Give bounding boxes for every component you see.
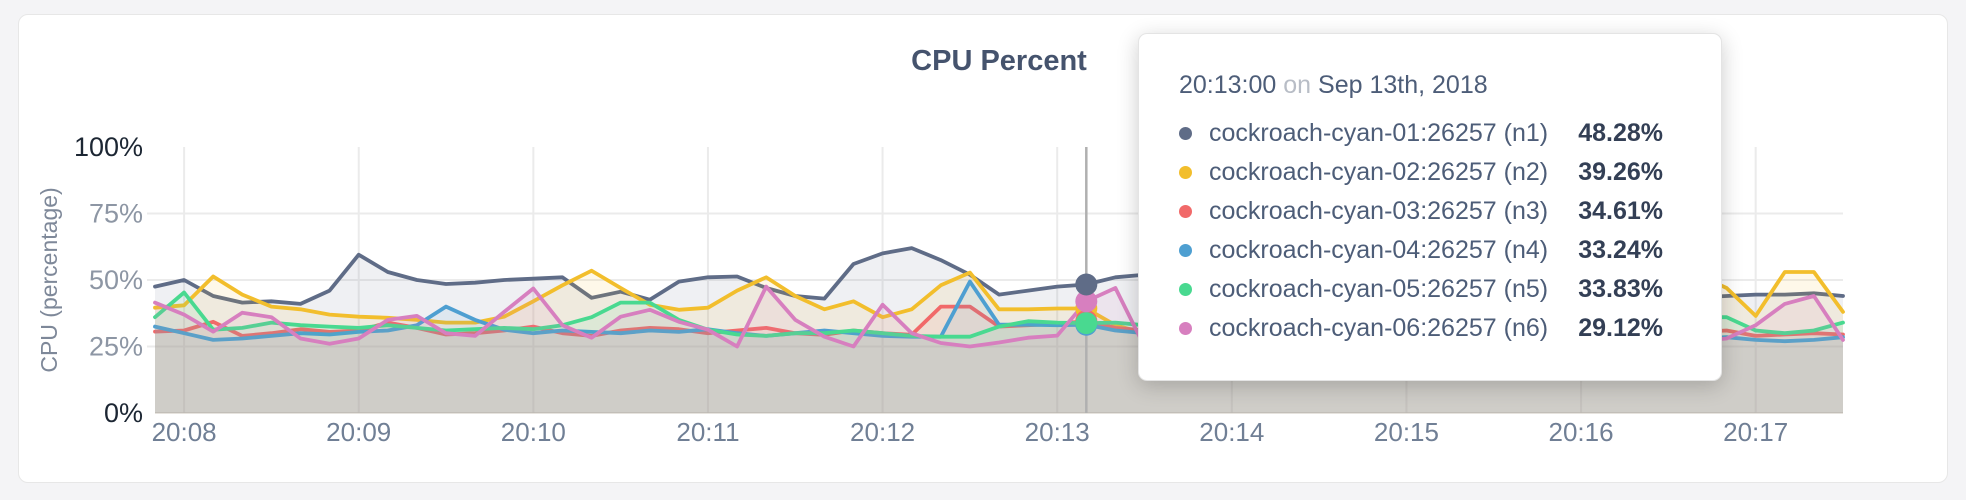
hover-dot-n6 [1075, 290, 1098, 313]
x-tick-label: 20:11 [676, 417, 739, 447]
tooltip-time: 20:13:00 [1179, 71, 1277, 99]
tooltip-series-name: cockroach-cyan-02:26257 (n2) [1209, 158, 1549, 186]
series-color-dot-icon [1179, 322, 1192, 335]
tooltip-series-name: cockroach-cyan-01:26257 (n1) [1209, 119, 1549, 147]
tooltip-row: cockroach-cyan-06:26257 (n6) 29.12% [1179, 309, 1663, 348]
hover-layer [1075, 147, 1098, 413]
x-tick-label: 20:13 [1025, 417, 1090, 447]
chart-title: CPU Percent [911, 45, 1087, 77]
y-tick-label: 25% [89, 332, 143, 362]
tooltip-series-name: cockroach-cyan-04:26257 (n4) [1209, 236, 1549, 264]
hover-dot-n1 [1075, 273, 1098, 296]
y-tick-label: 0% [104, 398, 143, 428]
x-tick-label: 20:10 [501, 417, 566, 447]
tooltip-row: cockroach-cyan-05:26257 (n5) 33.83% [1179, 270, 1663, 309]
y-tick-label: 100% [74, 132, 143, 162]
axis-layer: 0% 25% 50% 75% 100% 20:08 20:09 20:10 20:11 20:12… [74, 132, 1788, 447]
tooltip-row: cockroach-cyan-03:26257 (n3) 34.61% [1179, 192, 1663, 231]
tooltip-timestamp: 20:13:00 on Sep 13th, 2018 [1179, 70, 1663, 100]
tooltip-row: cockroach-cyan-02:26257 (n2) 39.26% [1179, 153, 1663, 192]
tooltip-row: cockroach-cyan-01:26257 (n1) 48.28% [1179, 114, 1663, 153]
tooltip-series-value: 39.26% [1578, 158, 1663, 186]
tooltip-series-value: 34.61% [1578, 197, 1663, 225]
tooltip-series-value: 29.12% [1578, 314, 1663, 342]
tooltip-series-name: cockroach-cyan-05:26257 (n5) [1209, 275, 1549, 303]
y-tick-label: 50% [89, 265, 143, 295]
hover-tooltip: 20:13:00 on Sep 13th, 2018 cockroach-cya… [1138, 33, 1722, 381]
x-tick-label: 20:12 [850, 417, 915, 447]
tooltip-date: Sep 13th, 2018 [1318, 71, 1488, 99]
hover-dot-n5 [1075, 312, 1098, 335]
tooltip-row: cockroach-cyan-04:26257 (n4) 33.24% [1179, 231, 1663, 270]
tooltip-series-value: 33.83% [1578, 275, 1663, 303]
tooltip-series-name: cockroach-cyan-06:26257 (n6) [1209, 314, 1549, 342]
tooltip-conjunction: on [1283, 71, 1312, 99]
x-tick-label: 20:09 [326, 417, 391, 447]
tooltip-series-value: 48.28% [1578, 119, 1663, 147]
y-tick-label: 75% [89, 199, 143, 229]
tooltip-series-name: cockroach-cyan-03:26257 (n3) [1209, 197, 1549, 225]
x-tick-label: 20:17 [1723, 417, 1788, 447]
x-tick-label: 20:16 [1549, 417, 1614, 447]
x-tick-label: 20:15 [1374, 417, 1439, 447]
x-tick-label: 20:08 [152, 417, 217, 447]
series-color-dot-icon [1179, 205, 1192, 218]
tooltip-series-value: 33.24% [1578, 236, 1663, 264]
tooltip-rows: cockroach-cyan-01:26257 (n1) 48.28% cockro… [1179, 114, 1663, 348]
series-color-dot-icon [1179, 244, 1192, 257]
series-area-n6 [155, 286, 1843, 413]
series-color-dot-icon [1179, 283, 1192, 296]
series-color-dot-icon [1179, 166, 1192, 179]
series-color-dot-icon [1179, 127, 1192, 140]
y-axis-title: CPU (percentage) [36, 187, 62, 372]
x-tick-label: 20:14 [1199, 417, 1264, 447]
